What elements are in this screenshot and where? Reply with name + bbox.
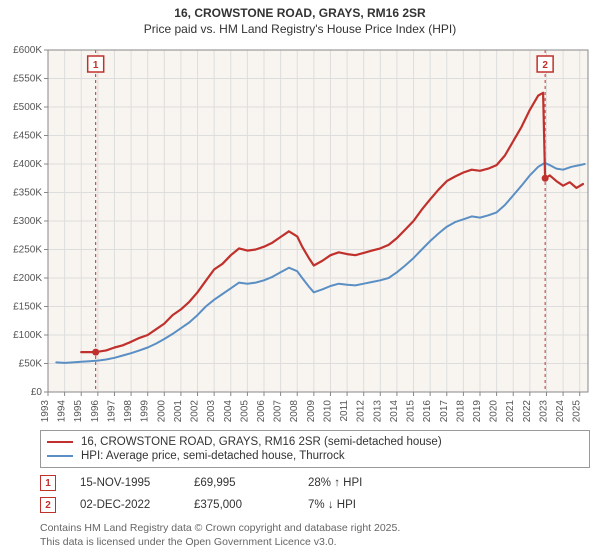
page-title: 16, CROWSTONE ROAD, GRAYS, RM16 2SR <box>0 0 600 22</box>
svg-text:£200K: £200K <box>13 273 42 284</box>
svg-text:£0: £0 <box>31 387 43 398</box>
svg-text:2009: 2009 <box>306 400 317 423</box>
txn-date: 15-NOV-1995 <box>80 477 170 489</box>
legend-row: 16, CROWSTONE ROAD, GRAYS, RM16 2SR (sem… <box>47 435 583 449</box>
svg-text:£450K: £450K <box>13 131 42 142</box>
svg-text:2007: 2007 <box>273 400 284 423</box>
svg-text:1998: 1998 <box>123 400 134 423</box>
svg-text:£50K: £50K <box>19 359 43 370</box>
svg-text:£550K: £550K <box>13 74 42 85</box>
legend-label: 16, CROWSTONE ROAD, GRAYS, RM16 2SR (sem… <box>81 436 442 448</box>
svg-text:£600K: £600K <box>13 45 42 56</box>
svg-text:£250K: £250K <box>13 245 42 256</box>
svg-text:1994: 1994 <box>57 400 68 423</box>
table-row: 2 02-DEC-2022 £375,000 7% ↓ HPI <box>40 494 590 516</box>
svg-text:£300K: £300K <box>13 216 42 227</box>
svg-text:2024: 2024 <box>555 400 566 423</box>
svg-text:2023: 2023 <box>538 400 549 423</box>
svg-text:2014: 2014 <box>389 400 400 423</box>
svg-text:2012: 2012 <box>356 400 367 423</box>
svg-text:2017: 2017 <box>439 400 450 423</box>
marker-1-icon: 1 <box>40 475 56 491</box>
svg-text:1: 1 <box>93 60 99 71</box>
page-subtitle: Price paid vs. HM Land Registry's House … <box>0 22 600 44</box>
legend-swatch-red <box>47 441 73 443</box>
svg-text:1995: 1995 <box>73 400 84 423</box>
svg-text:2010: 2010 <box>322 400 333 423</box>
svg-text:£150K: £150K <box>13 302 42 313</box>
svg-text:2016: 2016 <box>422 400 433 423</box>
svg-text:1996: 1996 <box>90 400 101 423</box>
attribution-text: Contains HM Land Registry data © Crown c… <box>40 522 590 549</box>
svg-text:2006: 2006 <box>256 400 267 423</box>
svg-text:£500K: £500K <box>13 102 42 113</box>
svg-text:1993: 1993 <box>40 400 51 423</box>
legend-label: HPI: Average price, semi-detached house,… <box>81 450 345 462</box>
transactions-table: 1 15-NOV-1995 £69,995 28% ↑ HPI 2 02-DEC… <box>40 472 590 516</box>
txn-delta: 7% ↓ HPI <box>308 499 398 511</box>
legend: 16, CROWSTONE ROAD, GRAYS, RM16 2SR (sem… <box>40 430 590 468</box>
svg-text:2004: 2004 <box>223 400 234 423</box>
svg-text:2015: 2015 <box>406 400 417 423</box>
svg-text:2: 2 <box>542 60 548 71</box>
marker-2-icon: 2 <box>40 497 56 513</box>
table-row: 1 15-NOV-1995 £69,995 28% ↑ HPI <box>40 472 590 494</box>
svg-text:£400K: £400K <box>13 159 42 170</box>
legend-row: HPI: Average price, semi-detached house,… <box>47 449 583 463</box>
txn-delta: 28% ↑ HPI <box>308 477 398 489</box>
txn-price: £69,995 <box>194 477 284 489</box>
svg-text:£350K: £350K <box>13 188 42 199</box>
svg-text:2001: 2001 <box>173 400 184 423</box>
legend-swatch-blue <box>47 455 73 457</box>
svg-text:1999: 1999 <box>140 400 151 423</box>
svg-text:2022: 2022 <box>522 400 533 423</box>
svg-text:2025: 2025 <box>572 400 583 423</box>
svg-text:2020: 2020 <box>489 400 500 423</box>
svg-text:2019: 2019 <box>472 400 483 423</box>
txn-price: £375,000 <box>194 499 284 511</box>
svg-text:2002: 2002 <box>190 400 201 423</box>
svg-text:2013: 2013 <box>372 400 383 423</box>
svg-text:2011: 2011 <box>339 400 350 422</box>
svg-text:£100K: £100K <box>13 330 42 341</box>
svg-text:2021: 2021 <box>505 400 516 423</box>
svg-text:2008: 2008 <box>289 400 300 423</box>
txn-date: 02-DEC-2022 <box>80 499 170 511</box>
svg-text:2000: 2000 <box>156 400 167 423</box>
svg-text:1997: 1997 <box>106 400 117 423</box>
price-chart: £0 £50K £100K £150K £200K £250K £300K £350K £400… <box>0 44 600 424</box>
svg-text:2003: 2003 <box>206 400 217 423</box>
svg-text:2018: 2018 <box>455 400 466 423</box>
svg-text:2005: 2005 <box>239 400 250 423</box>
